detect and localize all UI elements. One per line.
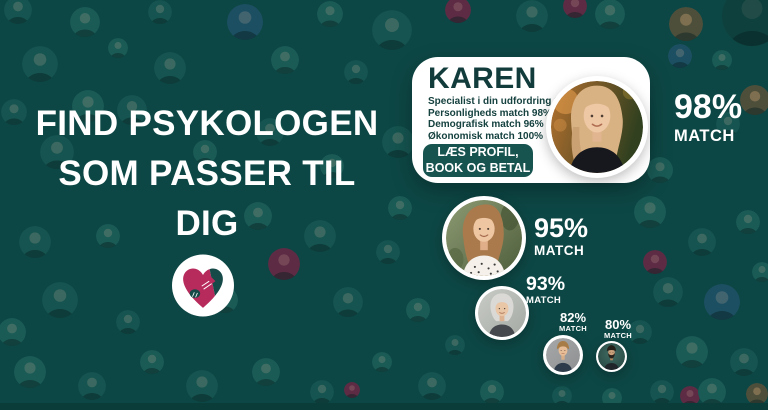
match-spec: Personligheds match 98% [428,107,552,119]
match-label: MATCH [526,295,562,306]
match-label: MATCH [603,331,633,340]
featured-profile-photo[interactable] [546,76,648,178]
match-spec: Specialist i din udfordring 100% [428,96,580,107]
featured-profile-card: KAREN Specialist i din udfordring 100% P… [412,57,650,183]
match-label: MATCH [558,324,588,333]
profile-name: KAREN [428,62,537,95]
headline-line: SOM PASSER TIL [58,154,356,193]
page-title: FIND PSYKOLOGEN SOM PASSER TIL DIG [8,99,406,249]
match-label: MATCH [674,127,735,145]
match-percentage-95: 95% MATCH [534,214,588,258]
match-value: 82% [559,310,587,325]
match-93-photo[interactable] [475,286,529,340]
match-value: 98% [674,88,743,126]
match-percentage-82: 82% MATCH [552,311,594,333]
match-82-photo[interactable] [543,335,583,375]
match-value: 93% [526,273,566,295]
cta-line: BOOK OG BETAL [425,160,531,175]
match-spec: Demografisk match 96% [428,119,544,131]
heart-handshake-logo-icon [172,254,234,317]
match-80-photo[interactable] [596,341,627,372]
headline-line: DIG [175,204,239,243]
match-percentage-98: 98% MATCH [674,90,742,146]
headline-line: FIND PSYKOLOGEN [35,104,379,143]
match-label: MATCH [534,243,585,258]
match-percentage-93: 93% MATCH [526,274,565,306]
match-spec-list: Specialist i din udfordring 100% Personl… [428,96,580,142]
bottom-accent-strip [0,403,768,410]
match-value: 80% [604,317,632,332]
portrait-82 [546,338,580,372]
match-percentage-80: 80% MATCH [598,318,638,340]
match-95-photo[interactable] [442,196,526,280]
match-spec: Økonomisk match 100% [428,130,544,142]
read-profile-book-pay-button[interactable]: LÆS PROFIL, BOOK OG BETAL [423,144,533,177]
cta-line: LÆS PROFIL, [437,145,519,160]
portrait-93 [478,289,526,337]
portrait-karen [551,81,643,173]
portrait-80 [598,343,625,370]
match-value: 95% [534,213,589,243]
portrait-95 [446,200,522,276]
